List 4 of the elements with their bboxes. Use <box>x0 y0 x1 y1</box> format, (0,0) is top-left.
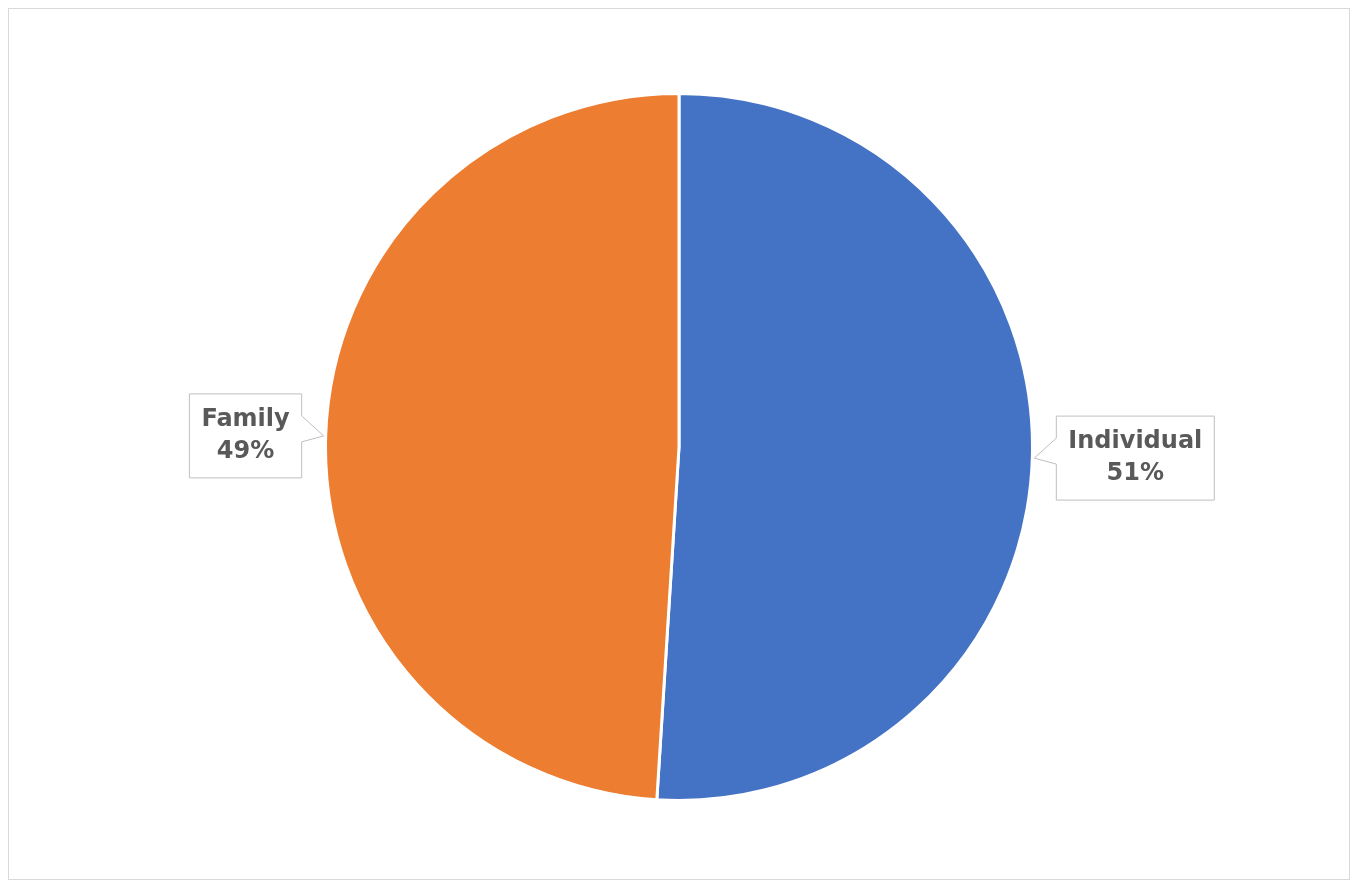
data-label: 49% <box>216 436 275 465</box>
slice-label: Individual <box>1068 426 1203 455</box>
slice-label: Family <box>201 404 291 433</box>
data-label: 51% <box>1106 458 1165 487</box>
